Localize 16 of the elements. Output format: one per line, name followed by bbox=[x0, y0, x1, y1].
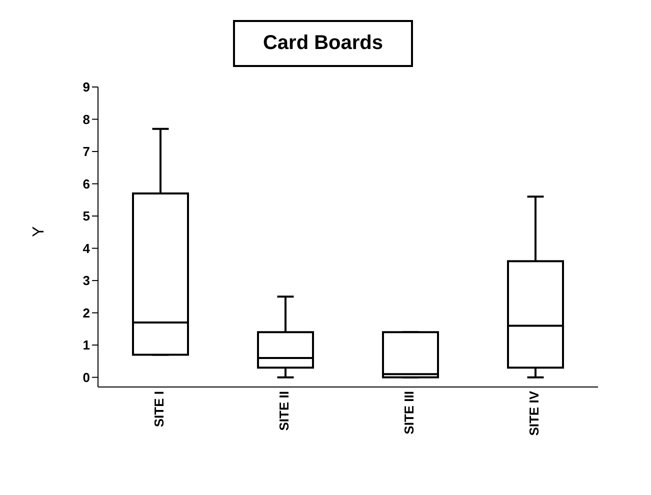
x-tick-label: SITE III bbox=[402, 391, 417, 434]
y-axis-title: Y bbox=[30, 226, 48, 237]
y-tick-label: 5 bbox=[82, 208, 90, 224]
y-tick-label: 2 bbox=[82, 305, 90, 320]
y-tick-label: 7 bbox=[82, 144, 90, 160]
x-tick-label: SITE II bbox=[276, 391, 292, 431]
y-tick-label: 6 bbox=[82, 176, 90, 192]
chart-title: Card Boards bbox=[232, 20, 414, 67]
y-tick-label: 8 bbox=[82, 112, 90, 127]
x-tick-label: SITE IV bbox=[526, 390, 542, 436]
x-tick-label: SITE I bbox=[152, 391, 167, 428]
y-tick-label: 3 bbox=[82, 273, 90, 288]
y-tick-label: 0 bbox=[82, 370, 90, 385]
y-tick-label: 9 bbox=[82, 80, 90, 95]
y-tick-label: 4 bbox=[82, 240, 91, 256]
y-tick-label: 1 bbox=[82, 338, 90, 353]
